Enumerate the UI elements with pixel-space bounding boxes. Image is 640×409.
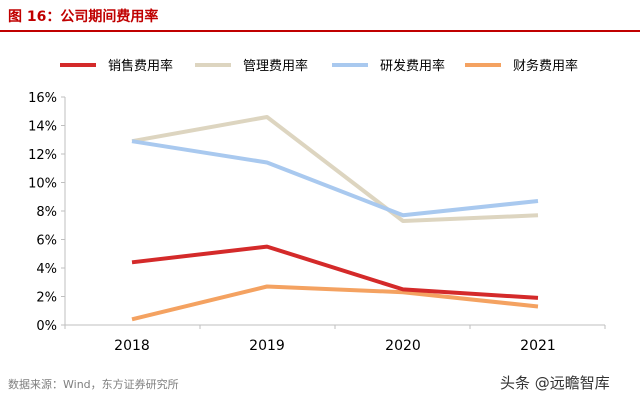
y-tick-label: 0% [36, 319, 57, 334]
series-line-2 [131, 115, 539, 223]
data-source-note: 数据来源：Wind，东方证券研究所 [8, 378, 179, 391]
figure-title: 图 16：公司期间费用率 [8, 9, 159, 25]
series-line-4 [131, 284, 539, 322]
series-layer [131, 115, 539, 322]
y-tick-label: 8% [36, 205, 57, 220]
x-tick-label: 2020 [385, 338, 421, 354]
legend-label: 研发费用率 [380, 58, 445, 74]
y-tick-label: 2% [36, 291, 57, 306]
axes: 0% 2% 4% 6% 8% 10% 12% 14% 16% 2018 2019 2020 2021 [28, 91, 606, 354]
watermark-text: 头条 @远瞻智库 [500, 374, 610, 392]
y-tick-label: 10% [28, 177, 57, 192]
legend-label: 管理费用率 [243, 58, 308, 74]
legend-label: 销售费用率 [108, 58, 173, 74]
y-tick-label: 4% [36, 262, 57, 277]
y-tick-label: 12% [28, 148, 57, 163]
x-tick-label: 2021 [520, 338, 556, 354]
x-tick-label: 2019 [249, 338, 285, 354]
y-tick-label: 6% [36, 234, 57, 249]
series-line-1 [131, 244, 539, 300]
y-tick-label: 16% [28, 91, 57, 106]
y-tick-label: 14% [28, 120, 57, 135]
x-tick-label: 2018 [114, 338, 150, 354]
series-line-3 [131, 139, 539, 218]
title-divider [0, 30, 640, 32]
legend: 销售费用率 管理费用率 研发费用率 财务费用率 [60, 58, 578, 74]
legend-label: 财务费用率 [513, 58, 578, 74]
